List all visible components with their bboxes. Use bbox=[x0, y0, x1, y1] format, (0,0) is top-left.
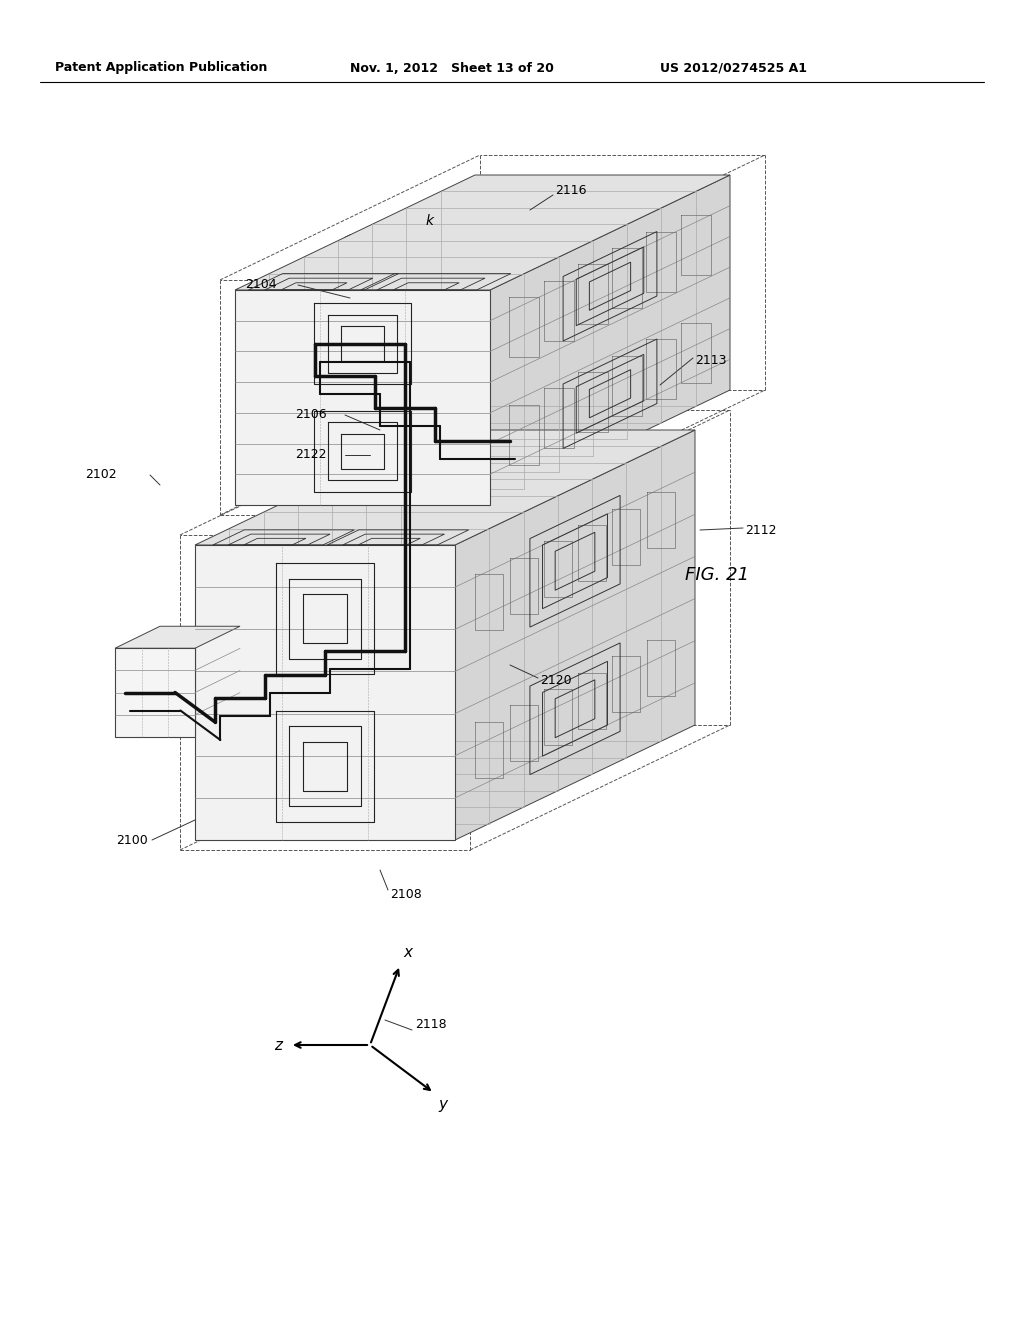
Text: x: x bbox=[403, 945, 412, 960]
Text: FIG. 21: FIG. 21 bbox=[685, 566, 750, 583]
Text: k: k bbox=[426, 214, 434, 228]
Polygon shape bbox=[195, 626, 240, 737]
Text: y: y bbox=[438, 1097, 447, 1111]
Text: z: z bbox=[274, 1038, 282, 1052]
Text: 2112: 2112 bbox=[745, 524, 776, 536]
Text: 2102: 2102 bbox=[85, 469, 117, 482]
Polygon shape bbox=[455, 430, 695, 840]
Text: 2122: 2122 bbox=[295, 449, 327, 462]
Text: 2108: 2108 bbox=[390, 888, 422, 902]
Polygon shape bbox=[115, 626, 240, 648]
Text: 2118: 2118 bbox=[415, 1019, 446, 1031]
Polygon shape bbox=[234, 176, 730, 290]
Text: Nov. 1, 2012   Sheet 13 of 20: Nov. 1, 2012 Sheet 13 of 20 bbox=[350, 62, 554, 74]
Text: 2120: 2120 bbox=[540, 673, 571, 686]
Polygon shape bbox=[195, 430, 695, 545]
Polygon shape bbox=[234, 290, 490, 506]
Text: 2104: 2104 bbox=[245, 279, 276, 292]
Text: 2106: 2106 bbox=[295, 408, 327, 421]
Text: 2113: 2113 bbox=[695, 354, 726, 367]
Text: US 2012/0274525 A1: US 2012/0274525 A1 bbox=[660, 62, 807, 74]
Text: 2100: 2100 bbox=[117, 833, 148, 846]
Polygon shape bbox=[195, 545, 455, 840]
Text: 2116: 2116 bbox=[555, 183, 587, 197]
Polygon shape bbox=[115, 648, 195, 737]
Polygon shape bbox=[490, 176, 730, 506]
Text: Patent Application Publication: Patent Application Publication bbox=[55, 62, 267, 74]
